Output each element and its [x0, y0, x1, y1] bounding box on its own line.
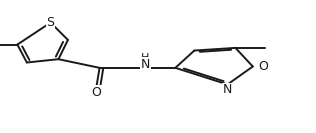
Text: N: N: [141, 58, 150, 71]
Text: O: O: [91, 86, 101, 99]
Text: S: S: [46, 16, 55, 29]
Text: N: N: [223, 83, 232, 96]
Text: O: O: [258, 60, 268, 73]
Text: H: H: [141, 53, 149, 63]
